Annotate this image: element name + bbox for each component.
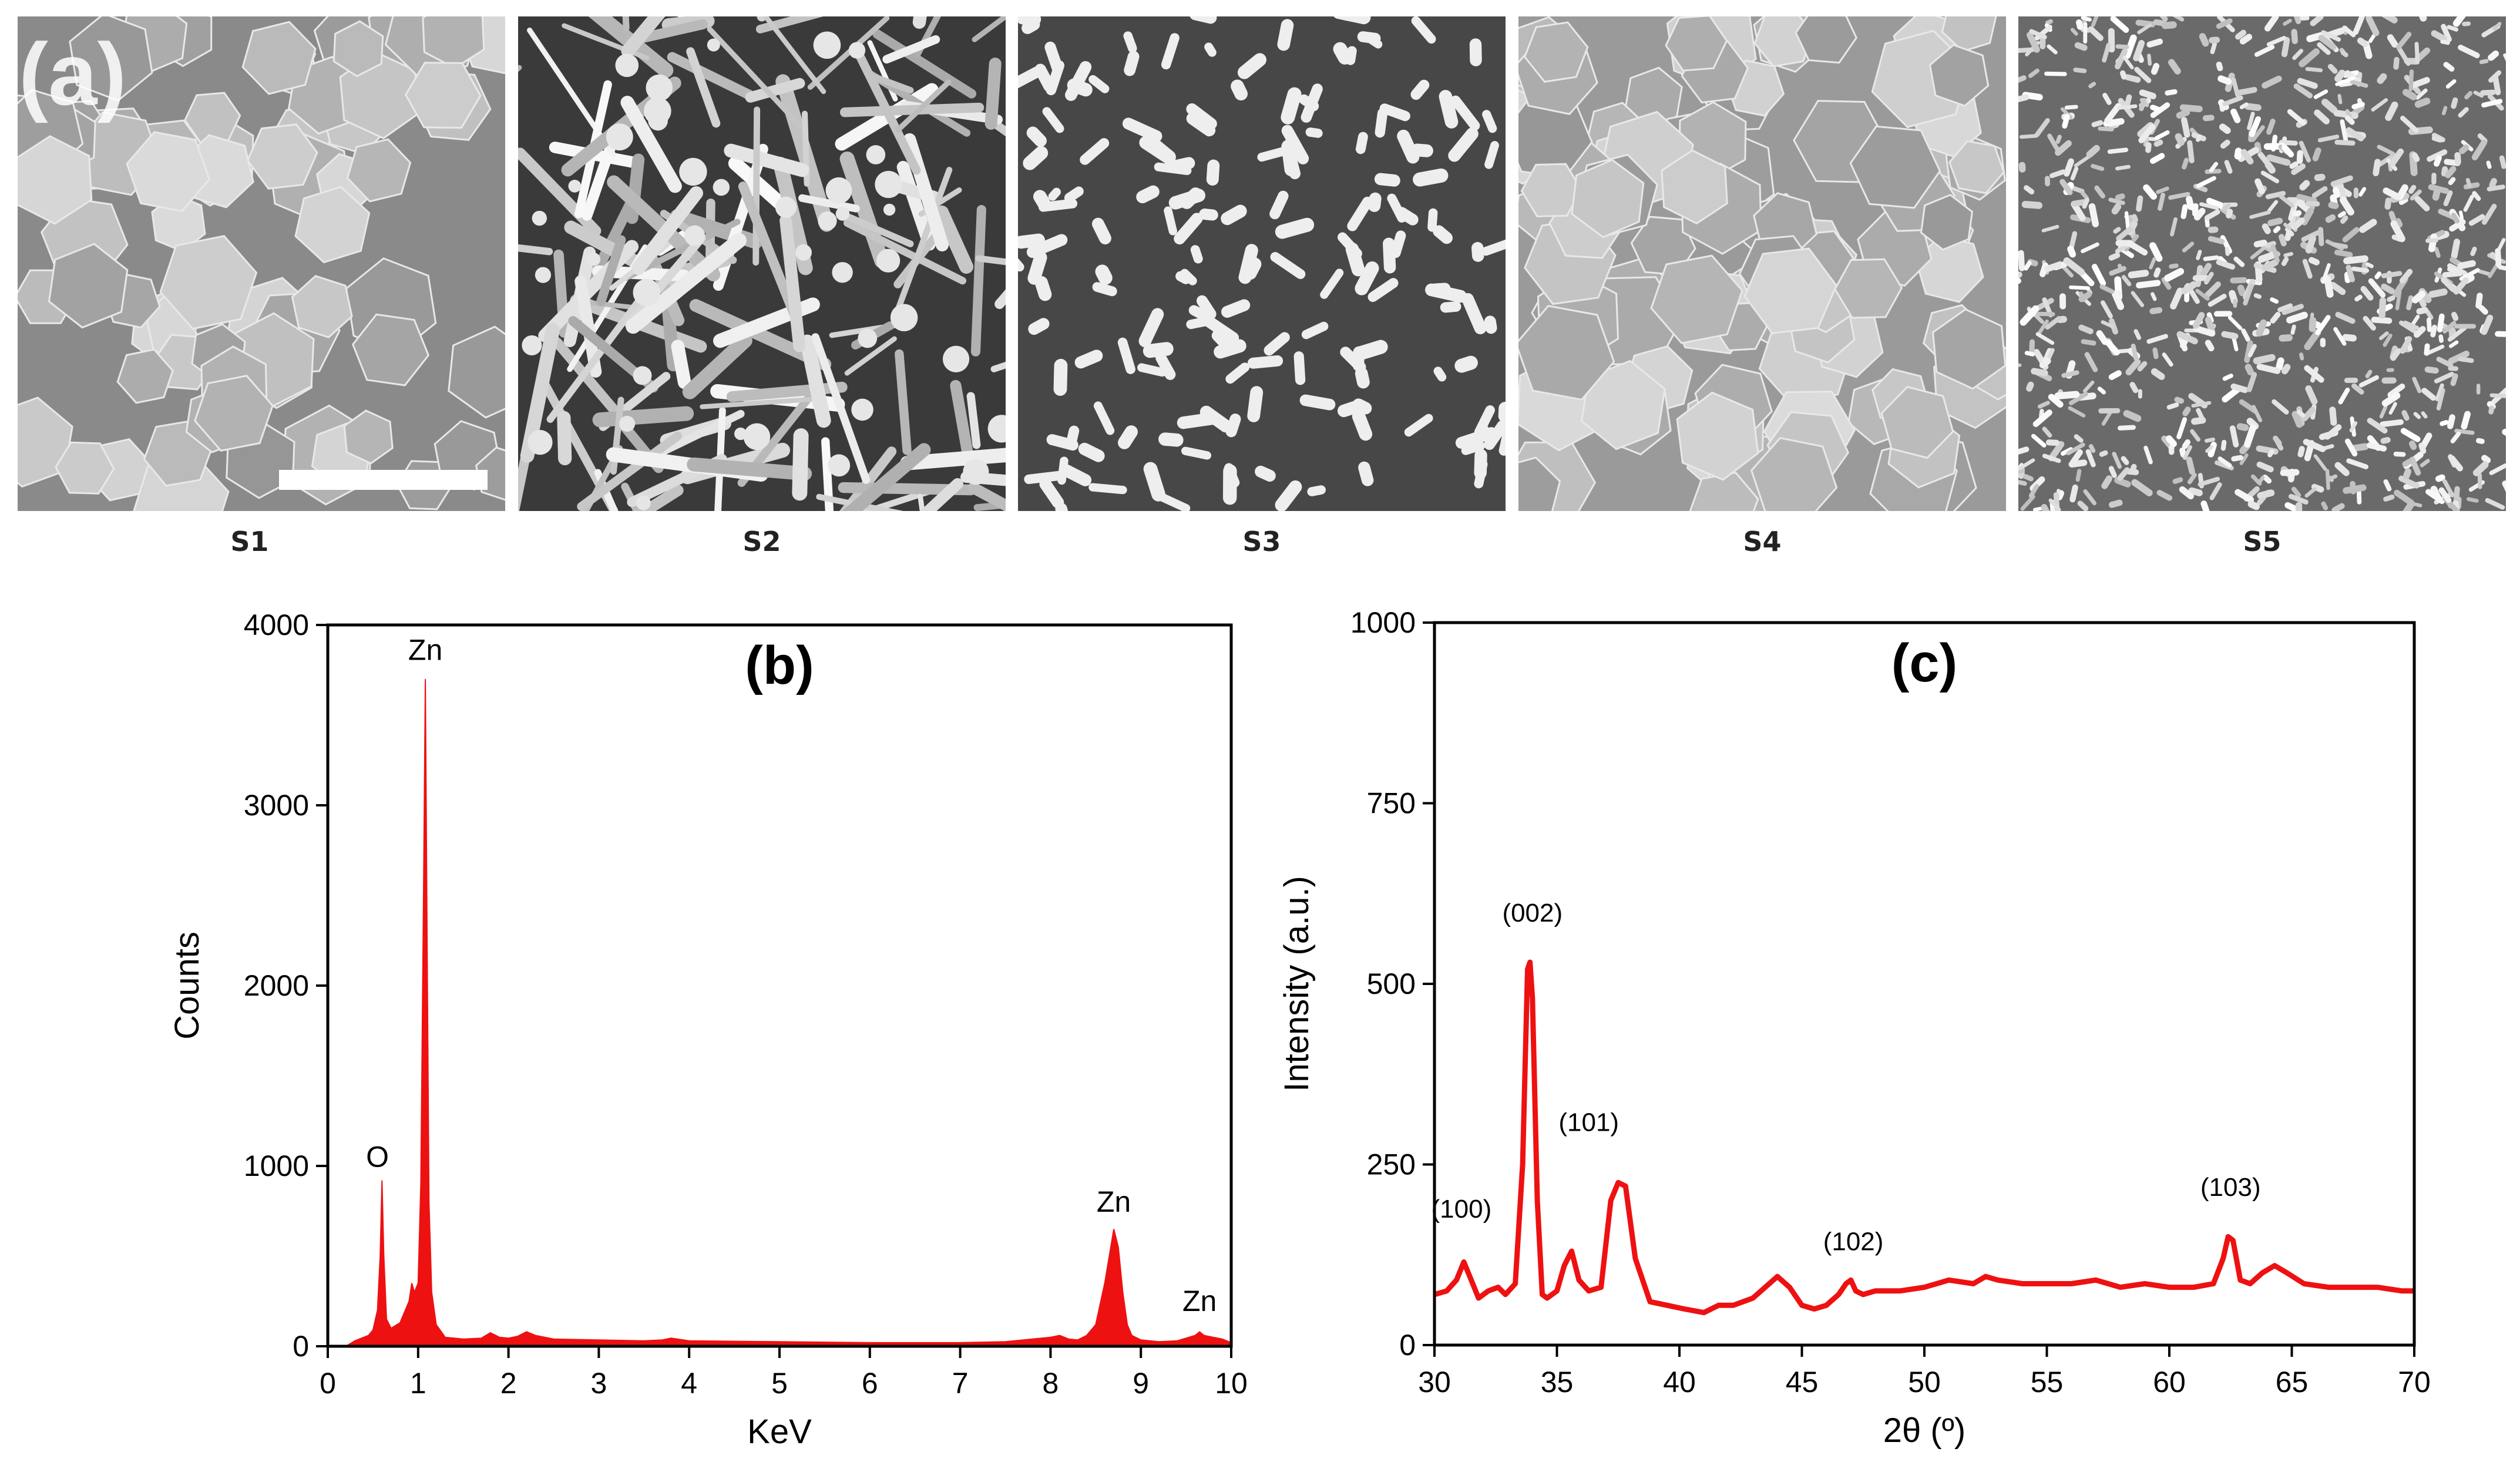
sem-image-s1 [18, 16, 505, 511]
x-tick-label: 2 [500, 1367, 517, 1400]
plot-frame [1433, 621, 2416, 1347]
y-tick-label: 500 [1367, 967, 1416, 1000]
y-tick-label: 750 [1367, 787, 1416, 820]
plot-frame [326, 623, 1233, 1348]
peak-annotation: Zn [408, 634, 442, 667]
x-tick-label: 8 [1042, 1367, 1059, 1400]
sem-image-s5 [2018, 16, 2506, 511]
x-tick-label: 5 [771, 1367, 788, 1400]
panel-label: (b) [745, 636, 814, 695]
y-tick-label: 4000 [244, 609, 309, 641]
y-tick-label: 2000 [244, 969, 309, 1002]
x-tick-label: 10 [1215, 1367, 1248, 1400]
scale-bar [279, 470, 488, 490]
x-tick-label: 1 [410, 1367, 426, 1400]
x-tick-label: 7 [952, 1367, 969, 1400]
sem-label-s3: S3 [1242, 526, 1281, 557]
peak-annotation: O [366, 1140, 389, 1173]
x-tick-label: 55 [2031, 1366, 2064, 1399]
x-tick-label: 4 [681, 1367, 697, 1400]
y-tick-label: 0 [293, 1330, 309, 1363]
x-tick-label: 40 [1663, 1366, 1696, 1399]
sem-image-s2 [518, 16, 1006, 511]
x-axis-label: 2θ (º) [1883, 1411, 1965, 1450]
series-line [1433, 959, 2414, 1316]
panel-label-a: (a) [19, 25, 127, 123]
sem-label-s5: S5 [2243, 526, 2282, 557]
y-axis-label: Counts [168, 932, 206, 1040]
x-tick-label: 70 [2398, 1366, 2431, 1399]
y-tick-label: 0 [1399, 1329, 1416, 1362]
eds-spectrum-chart: 0 1 2 3 4 5 6 7 8 9 10 0 1000 2000 3000 4000 KeV Counts (b… [0, 587, 1257, 1468]
y-tick-label: 3000 [244, 789, 309, 822]
sem-panel: S1 S2 S3 S4 S5 (a) [0, 0, 2520, 576]
x-tick-label: 45 [1786, 1366, 1819, 1399]
x-tick-label: 6 [862, 1367, 878, 1400]
y-tick-label: 1000 [244, 1149, 309, 1182]
peak-annotation: (101) [1558, 1108, 1619, 1137]
y-tick-label: 250 [1367, 1148, 1416, 1181]
sem-label-s1: S1 [230, 526, 269, 557]
peak-annotation: (103) [2200, 1173, 2261, 1202]
sem-image-s4 [1518, 16, 2006, 511]
sem-label-s2: S2 [742, 526, 781, 557]
x-tick-label: 0 [320, 1367, 336, 1400]
x-tick-label: 35 [1541, 1366, 1574, 1399]
x-tick-label: 60 [2153, 1366, 2186, 1399]
y-axis-label: Intensity (a.u.) [1278, 876, 1316, 1091]
peak-annotation: (102) [1823, 1227, 1884, 1256]
x-axis-label: KeV [747, 1413, 812, 1451]
x-tick-label: 3 [590, 1367, 607, 1400]
x-tick-label: 65 [2276, 1366, 2309, 1399]
peak-annotation: Zn [1097, 1185, 1131, 1218]
sem-image-s3 [1018, 16, 1506, 511]
sem-label-s4: S4 [1743, 526, 1782, 557]
xrd-pattern-chart: 30 35 40 45 50 55 60 65 70 0 250 500 750 1000 2θ (º) In… [1260, 587, 2517, 1468]
panel-label: (c) [1891, 633, 1957, 693]
y-tick-label: 1000 [1350, 606, 1416, 639]
x-tick-label: 50 [1908, 1366, 1941, 1399]
peak-annotation: Zn [1182, 1285, 1217, 1317]
x-tick-label: 30 [1418, 1366, 1451, 1399]
series-area [328, 679, 1232, 1347]
peak-annotation: (002) [1502, 899, 1563, 927]
peak-annotation: (100) [1432, 1195, 1492, 1223]
x-tick-label: 9 [1133, 1367, 1149, 1400]
